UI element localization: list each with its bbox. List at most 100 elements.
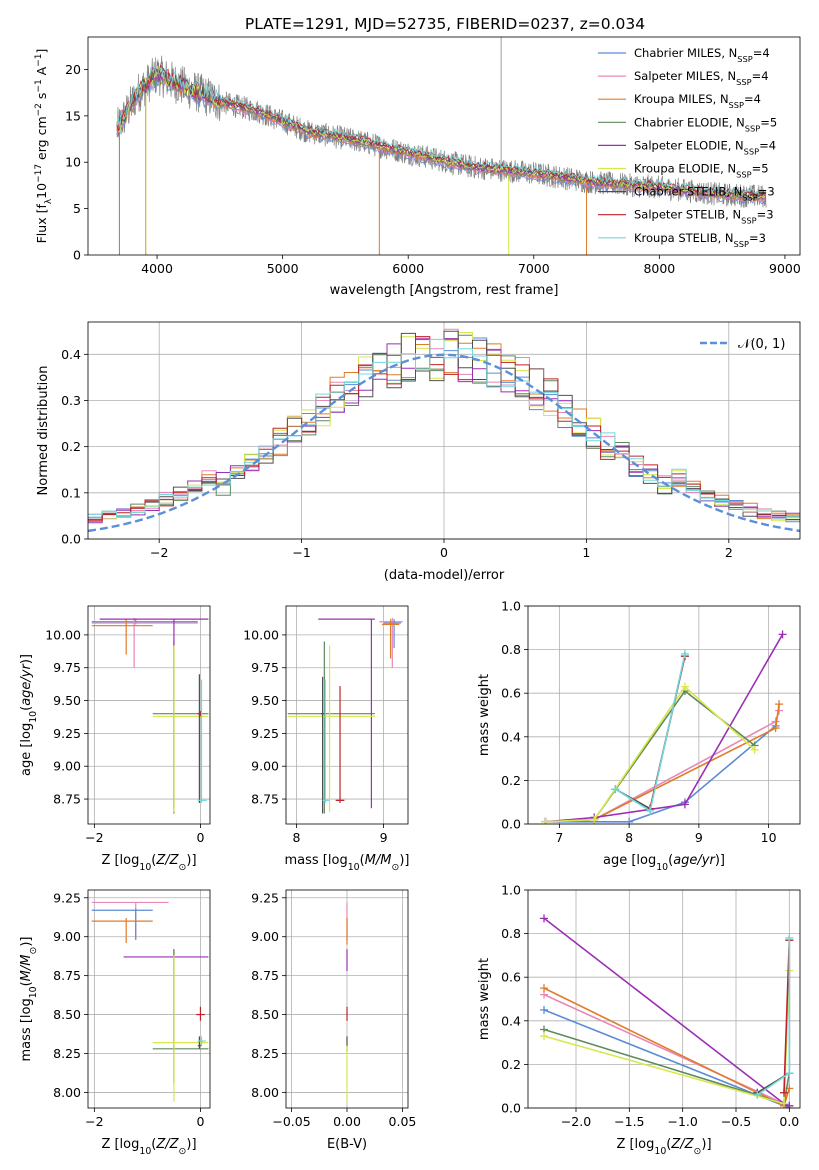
legend-label: Salpeter STELIB, NSSP=3	[634, 208, 774, 226]
x-tick-label: 7	[555, 830, 563, 845]
weight-marker	[780, 1099, 788, 1108]
x-tick-label: −0.05	[272, 1114, 310, 1129]
y-axis-label: mass weight	[477, 674, 492, 756]
y-axis-label: mass weight	[477, 958, 492, 1040]
y-tick-label: 9.00	[53, 759, 81, 774]
legend-label: Kroupa ELODIE, NSSP=5	[634, 162, 769, 180]
legend-label: Kroupa STELIB, NSSP=3	[634, 231, 766, 249]
weight-marker	[778, 630, 787, 639]
weight-line	[614, 655, 686, 810]
axes-age_vs_mass: 8 9 8.75 9.00 9.25 9.50 9.75 10.00 mass [log10(M…	[243, 605, 409, 873]
x-tick-label: 0	[440, 545, 448, 560]
x-tick-label: 8	[292, 830, 300, 845]
y-tick-label: 8.75	[251, 968, 279, 983]
weight-marker	[785, 933, 794, 942]
y-tick-label: 15	[65, 108, 81, 123]
axes-spectrum: 4000 5000 6000 7000 8000 9000 0 5 10 15 20 waveleng…	[34, 36, 801, 298]
plot-area-mass_vs_Z	[91, 901, 209, 1102]
x-tick-label: 0.00	[333, 1114, 361, 1129]
weight-marker	[680, 682, 689, 691]
y-tick-label: 0.4	[61, 347, 81, 362]
y-tick-label: 0.4	[501, 729, 521, 744]
x-tick-label: 6000	[392, 261, 424, 276]
y-tick-label: 8.50	[53, 1007, 81, 1022]
y-tick-label: 0.0	[61, 532, 81, 547]
weight-marker	[785, 1069, 794, 1078]
weight-marker	[750, 745, 759, 754]
figure-title: PLATE=1291, MJD=52735, FIBERID=0237, z=0…	[245, 15, 645, 33]
legend: Chabrier MILES, NSSP=4 Salpeter MILES, NS…	[598, 46, 777, 249]
normal-distribution-curve	[88, 353, 800, 533]
x-axis-label: wavelength [Angstrom, rest frame]	[330, 283, 559, 298]
x-tick-label: −1	[292, 545, 310, 560]
weight-line	[545, 725, 777, 823]
y-tick-label: 0.2	[501, 1057, 521, 1072]
x-tick-label: 10	[761, 830, 777, 845]
weight-line	[614, 653, 686, 813]
legend-label: Chabrier ELODIE, NSSP=5	[634, 115, 777, 133]
weight-marker	[771, 724, 780, 733]
weight-marker	[590, 815, 599, 824]
y-tick-label: 8.75	[53, 968, 81, 983]
weight-marker	[753, 1090, 762, 1099]
y-tick-label: 9.00	[251, 759, 279, 774]
x-tick-label: 0	[196, 1114, 204, 1129]
weight-marker	[541, 817, 550, 824]
x-tick-label: −2	[150, 545, 168, 560]
x-tick-label: 0	[196, 830, 204, 845]
y-axis-label: Flux [fλ10−17 erg cm−2 s−1 A−1]	[34, 49, 54, 244]
x-axis-label: Z [log10(Z/Z⊙)]	[101, 1137, 196, 1157]
legend-label: 𝒩(0, 1)	[738, 337, 785, 352]
legend-label: Chabrier STELIB, NSSP=3	[634, 185, 775, 203]
weight-marker	[785, 1101, 794, 1108]
y-tick-label: 20	[65, 62, 81, 77]
y-tick-label: 8.50	[251, 1007, 279, 1022]
y-tick-label: 9.50	[251, 693, 279, 708]
weight-line	[783, 940, 791, 1093]
y-tick-label: 1.0	[501, 883, 521, 898]
y-tick-label: 9.25	[251, 890, 279, 905]
axes-frame	[285, 605, 409, 825]
x-tick-label: −2	[85, 1114, 103, 1129]
x-axis-label: Z [log10(Z/Z⊙)]	[616, 1137, 711, 1157]
x-tick-label: −1.0	[667, 1114, 697, 1129]
axes-residuals: −2 −1 0 1 2 0.0 0.1 0.2 0.3 0.4 (data-model)/error…	[36, 321, 801, 583]
legend-label: Salpeter MILES, NSSP=4	[634, 69, 769, 87]
y-tick-label: 8.00	[251, 1085, 279, 1100]
weight-line	[543, 970, 791, 1105]
axes-age_vs_Z: −2 0 8.75 9.00 9.25 9.50 9.75 10.00 Z [log10(Z/Z…	[19, 605, 211, 873]
y-tick-label: 8.75	[53, 792, 81, 807]
y-tick-label: 9.25	[251, 726, 279, 741]
x-tick-label: 8000	[643, 261, 675, 276]
legend-label: Salpeter ELODIE, NSSP=4	[634, 138, 776, 156]
y-tick-label: 0.6	[501, 686, 521, 701]
y-tick-label: 0.0	[501, 817, 521, 832]
plot-area-weight_vs_Z	[540, 914, 794, 1108]
y-tick-label: 9.00	[53, 929, 81, 944]
weight-marker	[540, 914, 548, 923]
axes-frame	[527, 889, 801, 1109]
x-tick-label: −1.5	[614, 1114, 644, 1129]
x-tick-label: 1	[582, 545, 590, 560]
y-tick-label: 0.8	[501, 926, 521, 941]
y-tick-label: 8.75	[251, 792, 279, 807]
weight-marker	[540, 1005, 548, 1014]
y-tick-label: 9.25	[53, 726, 81, 741]
axes-frame	[87, 36, 801, 256]
x-tick-label: 2	[725, 545, 733, 560]
y-axis-label: age [log10(age/yr)]	[19, 654, 39, 776]
y-tick-label: 10.00	[45, 627, 81, 642]
axes-frame	[87, 889, 211, 1109]
legend-label: Kroupa MILES, NSSP=4	[634, 92, 761, 110]
plot-area-weight_vs_age	[541, 630, 787, 824]
axes-frame	[285, 889, 409, 1109]
x-tick-label: 9	[380, 830, 388, 845]
y-tick-label: 0.8	[501, 642, 521, 657]
y-axis-label: mass [log10(M/M⊙)]	[19, 937, 39, 1062]
y-tick-label: 0.4	[501, 1013, 521, 1028]
x-tick-label: −2.0	[561, 1114, 591, 1129]
model-spectrum-line	[116, 66, 766, 195]
axes-mass_vs_Z: −2 0 8.00 8.25 8.50 8.75 9.00 9.25 Z [log10(Z/Z⊙…	[19, 889, 211, 1157]
x-tick-label: 8	[625, 830, 633, 845]
